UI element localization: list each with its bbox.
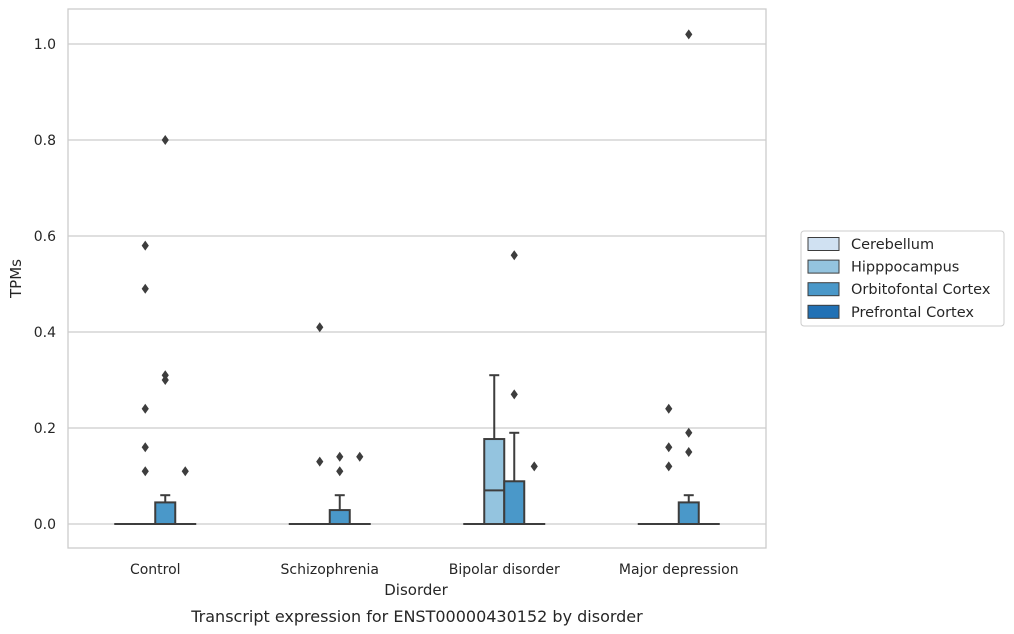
y-tick-label: 0.2 — [34, 421, 56, 437]
y-tick-label: 1.0 — [34, 37, 56, 53]
outlier-point — [336, 451, 344, 462]
legend: Cerebellum Hipppocampus Orbitofontal Corte… — [800, 230, 1005, 327]
x-tick-label: Major depression — [619, 562, 739, 578]
outlier-point — [336, 466, 344, 477]
grid-lines — [68, 43, 766, 525]
outlier-point — [665, 461, 673, 472]
outlier-point — [510, 250, 518, 261]
outlier-point — [161, 135, 169, 145]
legend-label: Prefrontal Cortex — [851, 305, 974, 321]
box-body — [328, 509, 351, 525]
x-axis-ticks: Control Schizophrenia Bipolar disorder Majo… — [130, 562, 739, 578]
box-orbitofontal-cortex — [503, 250, 526, 525]
box-orbitofontal-cortex — [154, 135, 177, 525]
box-hipppocampus — [308, 322, 331, 526]
legend-swatch — [807, 304, 840, 319]
outlier-point — [316, 322, 324, 333]
x-tick-label: Control — [130, 562, 181, 578]
box-orbitofontal-cortex — [328, 451, 351, 525]
legend-label: Cerebellum — [851, 237, 934, 253]
box-body — [677, 501, 700, 525]
outlier-point — [665, 403, 673, 414]
outlier-point — [685, 29, 693, 40]
legend-swatch — [807, 237, 840, 251]
legend-frame — [800, 230, 1005, 327]
outlier-point — [141, 466, 149, 477]
outlier-point — [356, 451, 364, 462]
outlier-point — [181, 466, 189, 477]
x-tick-label: Schizophrenia — [281, 562, 379, 578]
legend-swatch — [807, 259, 840, 274]
box-body — [503, 480, 526, 525]
y-tick-label: 0.6 — [34, 229, 56, 245]
y-axis-ticks: 0.0 0.2 0.4 0.6 0.8 1.0 — [34, 37, 56, 533]
y-tick-label: 0.0 — [34, 517, 56, 533]
legend-label: Hipppocampus — [851, 260, 959, 276]
outlier-point — [141, 442, 149, 453]
outlier-point — [530, 461, 538, 472]
outlier-point — [161, 370, 169, 381]
box-prefrontal-cortex — [174, 466, 197, 526]
legend-items: Cerebellum Hipppocampus Orbitofontal Corte… — [807, 237, 991, 321]
legend-label: Orbitofontal Cortex — [851, 282, 991, 298]
box-hipppocampus — [657, 403, 680, 526]
x-axis-label: Disorder — [384, 581, 448, 599]
outlier-point — [685, 427, 693, 438]
box-prefrontal-cortex — [523, 461, 546, 526]
outlier-point — [510, 389, 518, 400]
x-tick-label: Bipolar disorder — [449, 562, 560, 578]
box-body — [154, 501, 177, 525]
box-prefrontal-cortex — [348, 451, 371, 526]
y-axis-label: TPMs — [7, 259, 25, 299]
legend-swatch — [807, 282, 840, 297]
outlier-point — [685, 447, 693, 457]
y-tick-label: 0.8 — [34, 133, 56, 149]
box-hipppocampus — [483, 374, 506, 526]
box-orbitofontal-cortex — [677, 29, 700, 525]
outlier-point — [141, 240, 149, 251]
chart-caption: Transcript expression for ENST0000043015… — [190, 607, 643, 626]
outlier-point — [141, 283, 149, 294]
outlier-point — [141, 403, 149, 414]
outlier-point — [665, 442, 673, 453]
plot-frame — [67, 8, 767, 549]
outlier-point — [316, 456, 324, 467]
box-series — [114, 29, 720, 526]
box-body — [483, 438, 506, 526]
box-hipppocampus — [134, 240, 157, 526]
y-tick-label: 0.4 — [34, 325, 56, 341]
